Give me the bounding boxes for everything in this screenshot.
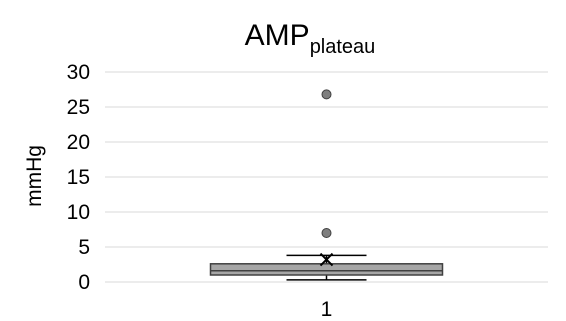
boxes [209,89,444,281]
y-tick-label: 20 [67,131,90,154]
box-1 [209,89,444,281]
y-tick-label: 10 [67,201,90,224]
y-tick-labels: 0 5 10 15 20 25 30 [67,61,90,294]
outlier-point [321,89,332,100]
y-tick-label: 0 [78,271,90,294]
chart-title-main: AMP [245,19,310,52]
gridlines [105,71,548,283]
y-tick-label: 5 [78,236,90,259]
box-iqr [209,263,444,276]
outlier-point [321,228,332,238]
y-tick-label: 25 [67,96,90,119]
x-tick-label: 1 [321,298,333,321]
x-tick-labels: 1 [321,298,333,321]
y-tick-label: 30 [67,61,90,84]
mean-marker [319,252,334,267]
y-axis-label: mmHg [23,145,46,207]
chart-title-subscript: plateau [310,36,376,58]
chart-title: AMPplateau [245,19,376,58]
y-tick-label: 15 [67,166,90,189]
